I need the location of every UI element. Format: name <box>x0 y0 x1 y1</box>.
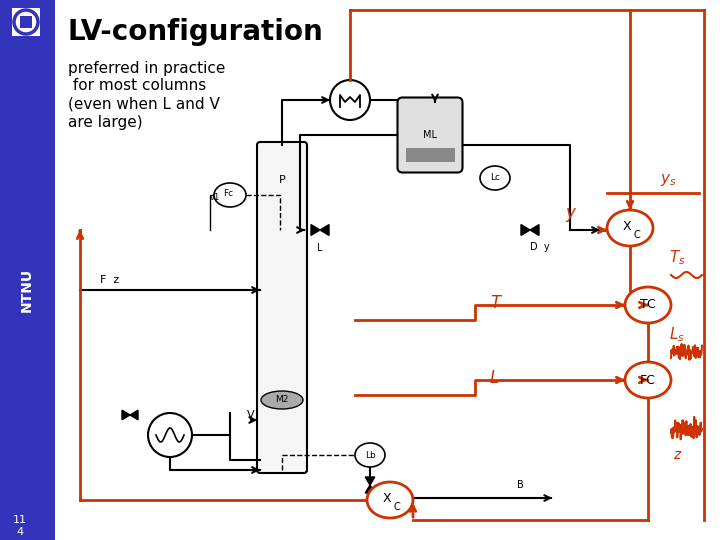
Text: (even when L and V: (even when L and V <box>68 97 220 111</box>
Bar <box>0 0 55 540</box>
Text: $L_s$: $L_s$ <box>669 325 685 344</box>
Polygon shape <box>521 225 530 235</box>
Bar <box>405 147 454 161</box>
Text: X: X <box>623 219 631 233</box>
Polygon shape <box>530 225 539 235</box>
Ellipse shape <box>625 287 671 323</box>
Text: $y_s$: $y_s$ <box>660 172 677 188</box>
Polygon shape <box>365 477 375 485</box>
Text: are large): are large) <box>68 114 143 130</box>
Text: X: X <box>383 491 391 504</box>
Ellipse shape <box>607 210 653 246</box>
Text: F  z: F z <box>100 275 120 285</box>
Text: Lb: Lb <box>364 450 375 460</box>
Text: P: P <box>279 175 285 185</box>
Text: M2: M2 <box>275 395 289 404</box>
Polygon shape <box>311 225 320 235</box>
Polygon shape <box>122 410 130 420</box>
Text: B: B <box>517 480 523 490</box>
Text: L: L <box>318 243 323 253</box>
Text: for most columns: for most columns <box>68 78 206 93</box>
Ellipse shape <box>214 183 246 207</box>
Bar <box>20 16 32 28</box>
Text: C: C <box>634 230 640 240</box>
Ellipse shape <box>355 443 385 467</box>
Text: Fc: Fc <box>223 188 233 198</box>
Circle shape <box>148 413 192 457</box>
Text: TC: TC <box>640 299 656 312</box>
Text: 4: 4 <box>17 527 24 537</box>
FancyBboxPatch shape <box>397 98 462 172</box>
Text: D  y: D y <box>530 242 550 252</box>
Ellipse shape <box>480 166 510 190</box>
Ellipse shape <box>625 362 671 398</box>
Text: T: T <box>490 294 500 312</box>
Text: V: V <box>248 410 255 420</box>
Circle shape <box>330 80 370 120</box>
Text: preferred in practice: preferred in practice <box>68 60 225 76</box>
Text: C: C <box>394 502 400 512</box>
Text: z: z <box>673 448 680 462</box>
FancyBboxPatch shape <box>257 142 307 473</box>
Ellipse shape <box>367 482 413 518</box>
Text: LV-configuration: LV-configuration <box>68 18 324 46</box>
Text: 11: 11 <box>13 515 27 525</box>
Polygon shape <box>365 485 375 493</box>
Text: ML: ML <box>423 130 437 140</box>
Bar <box>12 8 40 36</box>
Text: L: L <box>490 369 499 387</box>
Polygon shape <box>130 410 138 420</box>
Ellipse shape <box>261 391 303 409</box>
Polygon shape <box>320 225 329 235</box>
Text: NTNU: NTNU <box>20 268 34 312</box>
Text: $T_s$: $T_s$ <box>669 248 685 267</box>
Text: Lc: Lc <box>490 173 500 183</box>
Text: FC: FC <box>640 374 656 387</box>
Text: v1: v1 <box>210 192 220 201</box>
Text: y: y <box>565 204 575 222</box>
